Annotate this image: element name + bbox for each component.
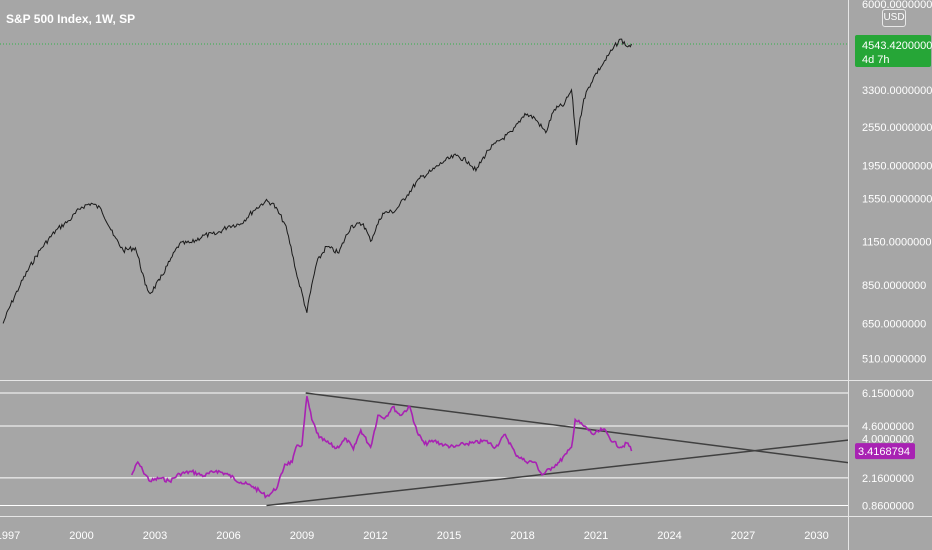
x-axis-tick-label: 2018 bbox=[510, 530, 534, 542]
x-axis-tick-label: 1997 bbox=[0, 530, 20, 542]
x-axis-tick-label: 2021 bbox=[584, 530, 608, 542]
price-axis-tick-label: 3300.0000000 bbox=[862, 85, 932, 97]
price-axis-tick-label: 2550.0000000 bbox=[862, 122, 932, 134]
x-axis-tick-label: 2024 bbox=[657, 530, 681, 542]
indicator-axis-tick-label: 4.6000000 bbox=[862, 421, 914, 433]
price-axis-tick-label: 1950.0000000 bbox=[862, 161, 932, 173]
last-indicator-value: 3.4168794 bbox=[858, 446, 910, 458]
chart-legend: S&P 500 Index, 1W, SP bbox=[6, 12, 136, 26]
indicator-axis-tick-label: 4.0000000 bbox=[862, 434, 914, 446]
indicator-axis-tick-label: 2.1600000 bbox=[862, 473, 914, 485]
x-axis-tick-label: 2000 bbox=[69, 530, 93, 542]
price-axis-tick-label: 510.0000000 bbox=[862, 353, 926, 365]
last-price-value: 4543.4200000 bbox=[862, 40, 932, 52]
x-axis-tick-label: 2003 bbox=[143, 530, 167, 542]
last-indicator-tag bbox=[855, 443, 915, 460]
price-axis-tick-label: 650.0000000 bbox=[862, 318, 926, 330]
x-axis-tick-label: 2015 bbox=[437, 530, 461, 542]
last-price-tag bbox=[855, 34, 931, 67]
x-axis-tick-label: 2012 bbox=[363, 530, 387, 542]
price-axis-tick-label: 1550.0000000 bbox=[862, 194, 932, 206]
x-axis-tick-label: 2006 bbox=[216, 530, 240, 542]
currency-button[interactable]: USD bbox=[882, 9, 906, 27]
x-axis-tick-label: 2009 bbox=[290, 530, 314, 542]
indicator-series-line bbox=[130, 396, 633, 499]
x-axis-tick-label: 2027 bbox=[731, 530, 755, 542]
price-axis-tick-label: 1150.0000000 bbox=[862, 236, 932, 248]
x-axis-tick-label: 2030 bbox=[804, 530, 828, 542]
trendline[interactable] bbox=[305, 392, 861, 464]
price-axis-tick-label: 6000.0000000 bbox=[862, 0, 932, 11]
indicator-axis-tick-label: 0.8600000 bbox=[862, 501, 914, 513]
indicator-axis-tick-label: 6.1500000 bbox=[862, 388, 914, 400]
price-axis-tick-label: 850.0000000 bbox=[862, 280, 926, 292]
price-series-line bbox=[2, 38, 632, 324]
trendline[interactable] bbox=[266, 439, 860, 507]
bar-countdown: 4d 7h bbox=[862, 54, 890, 66]
